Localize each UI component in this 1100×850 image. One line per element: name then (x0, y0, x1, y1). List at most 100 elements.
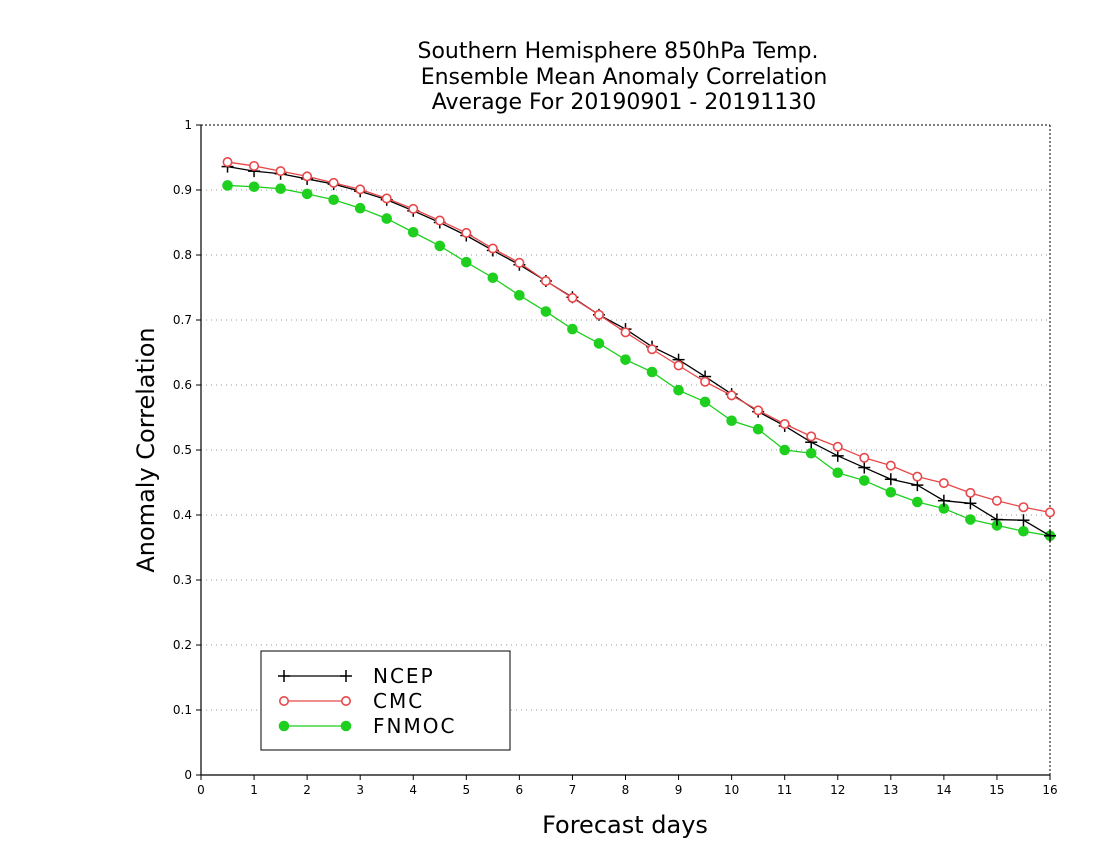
x-tick-label-8: 8 (622, 783, 630, 797)
series-fnmoc-point-10 (487, 272, 499, 284)
series-fnmoc-point-2 (275, 183, 286, 194)
series-cmc-point-31 (1045, 507, 1056, 518)
legend-label-fnmoc: FNMOC (373, 714, 456, 738)
legend-marker-end-ncep (340, 670, 352, 682)
series-cmc-point-28 (965, 487, 976, 498)
y-tick-label-4: 0.4 (173, 508, 192, 522)
x-tick-label-15: 15 (989, 783, 1004, 797)
series-fnmoc-point-0 (222, 180, 233, 191)
series-layer (221, 157, 1056, 542)
x-tick-label-4: 4 (409, 783, 417, 797)
series-cmc-point-29 (991, 495, 1002, 506)
series-cmc-point-30 (1018, 502, 1029, 513)
series-ncep-point-30 (1017, 514, 1030, 527)
series-cmc-point-9 (461, 227, 472, 238)
series-fnmoc-point-26 (912, 496, 923, 508)
y-tick-label-6: 0.6 (173, 378, 192, 392)
y-tick-label-0: 0 (184, 768, 192, 782)
axes: 00.10.20.30.40.50.60.70.80.910 1 2 3 4 5 6 7 8 9 1… (173, 118, 1058, 797)
chart-title-line-2: Ensemble Mean Anomaly Correlation (421, 65, 828, 90)
series-cmc-point-26 (912, 471, 923, 482)
series-cmc-point-6 (381, 193, 392, 204)
y-axis-label: Anomaly Correlation (132, 327, 160, 572)
series-cmc-point-7 (408, 203, 419, 214)
series-ncep-point-23 (831, 449, 844, 462)
x-tick-label-0: 0 (197, 783, 205, 797)
x-tick-label-3: 3 (356, 783, 364, 797)
grid-lines (201, 189, 1050, 711)
x-tick-label-13: 13 (883, 783, 898, 797)
legend-marker-end-fnmoc (340, 720, 352, 732)
series-fnmoc-point-21 (779, 444, 790, 456)
series-cmc-point-13 (567, 292, 578, 303)
series-fnmoc-point-24 (858, 475, 870, 486)
series-fnmoc-point-7 (407, 226, 419, 238)
series-cmc-point-23 (832, 441, 843, 452)
series-ncep (221, 160, 1056, 542)
series-cmc-point-14 (593, 309, 604, 320)
series-fnmoc-point-22 (805, 447, 817, 459)
chart-title: Southern Hemisphere 850hPa Temp. Ensembl… (418, 39, 828, 115)
legend-marker-start-ncep (278, 670, 290, 682)
series-cmc-point-4 (328, 177, 339, 188)
x-tick-label-12: 12 (830, 783, 845, 797)
legend-label-ncep: NCEP (373, 664, 435, 688)
x-tick-label-2: 2 (303, 783, 311, 797)
x-tick-label-10: 10 (724, 783, 739, 797)
series-cmc-point-1 (249, 160, 260, 171)
series-fnmoc-point-12 (540, 306, 552, 317)
series-fnmoc-point-25 (885, 486, 897, 498)
series-ncep-point-27 (937, 494, 950, 507)
x-tick-label-5: 5 (462, 783, 470, 797)
legend-label-cmc: CMC (373, 689, 424, 713)
y-tick-label-7: 0.7 (173, 313, 192, 327)
legend-marker-start-fnmoc (278, 720, 290, 732)
x-tick-label-14: 14 (936, 783, 951, 797)
series-fnmoc-point-16 (646, 366, 658, 378)
series-cmc (222, 157, 1056, 518)
series-fnmoc (222, 180, 1056, 542)
chart-title-line-3: Average For 20190901 - 20191130 (432, 90, 817, 115)
x-tick-label-16: 16 (1042, 783, 1057, 797)
series-fnmoc-point-8 (434, 240, 446, 252)
series-ncep-point-25 (884, 473, 897, 486)
series-cmc-point-3 (302, 171, 313, 182)
series-fnmoc-point-1 (248, 181, 260, 193)
x-tick-label-11: 11 (777, 783, 792, 797)
series-ncep-point-24 (858, 461, 871, 474)
series-ncep-point-31 (1044, 529, 1056, 542)
series-cmc-point-18 (700, 376, 711, 387)
series-fnmoc-point-9 (461, 256, 472, 268)
y-tick-label-8: 0.8 (173, 248, 192, 262)
series-cmc-point-8 (434, 215, 445, 226)
chart-title-line-1: Southern Hemisphere 850hPa Temp. (418, 39, 819, 64)
series-ncep-point-28 (964, 497, 977, 510)
series-fnmoc-point-6 (381, 213, 393, 224)
legend-marker-start-cmc (278, 695, 289, 706)
series-fnmoc-point-20 (752, 423, 764, 435)
series-fnmoc-point-15 (620, 354, 631, 365)
series-fnmoc-point-18 (699, 396, 711, 408)
y-tick-label-10: 1 (184, 118, 192, 132)
series-ncep-point-29 (990, 513, 1003, 526)
series-cmc-point-2 (275, 166, 286, 177)
x-tick-label-7: 7 (569, 783, 577, 797)
y-tick-label-9: 0.9 (173, 183, 192, 197)
series-cmc-point-11 (514, 257, 525, 268)
series-cmc-point-15 (620, 327, 631, 338)
series-fnmoc-point-13 (567, 323, 578, 335)
y-tick-label-1: 0.1 (173, 703, 192, 717)
series-fnmoc-point-11 (514, 290, 525, 301)
x-tick-label-1: 1 (250, 783, 258, 797)
series-cmc-point-0 (222, 157, 233, 168)
series-fnmoc-point-17 (673, 384, 684, 396)
x-tick-label-6: 6 (516, 783, 524, 797)
series-fnmoc-point-28 (965, 514, 976, 525)
series-cmc-point-25 (885, 460, 896, 471)
series-cmc-point-22 (806, 431, 817, 442)
y-tick-label-3: 0.3 (173, 573, 192, 587)
series-cmc-point-10 (487, 243, 498, 254)
series-fnmoc-point-19 (726, 415, 737, 427)
